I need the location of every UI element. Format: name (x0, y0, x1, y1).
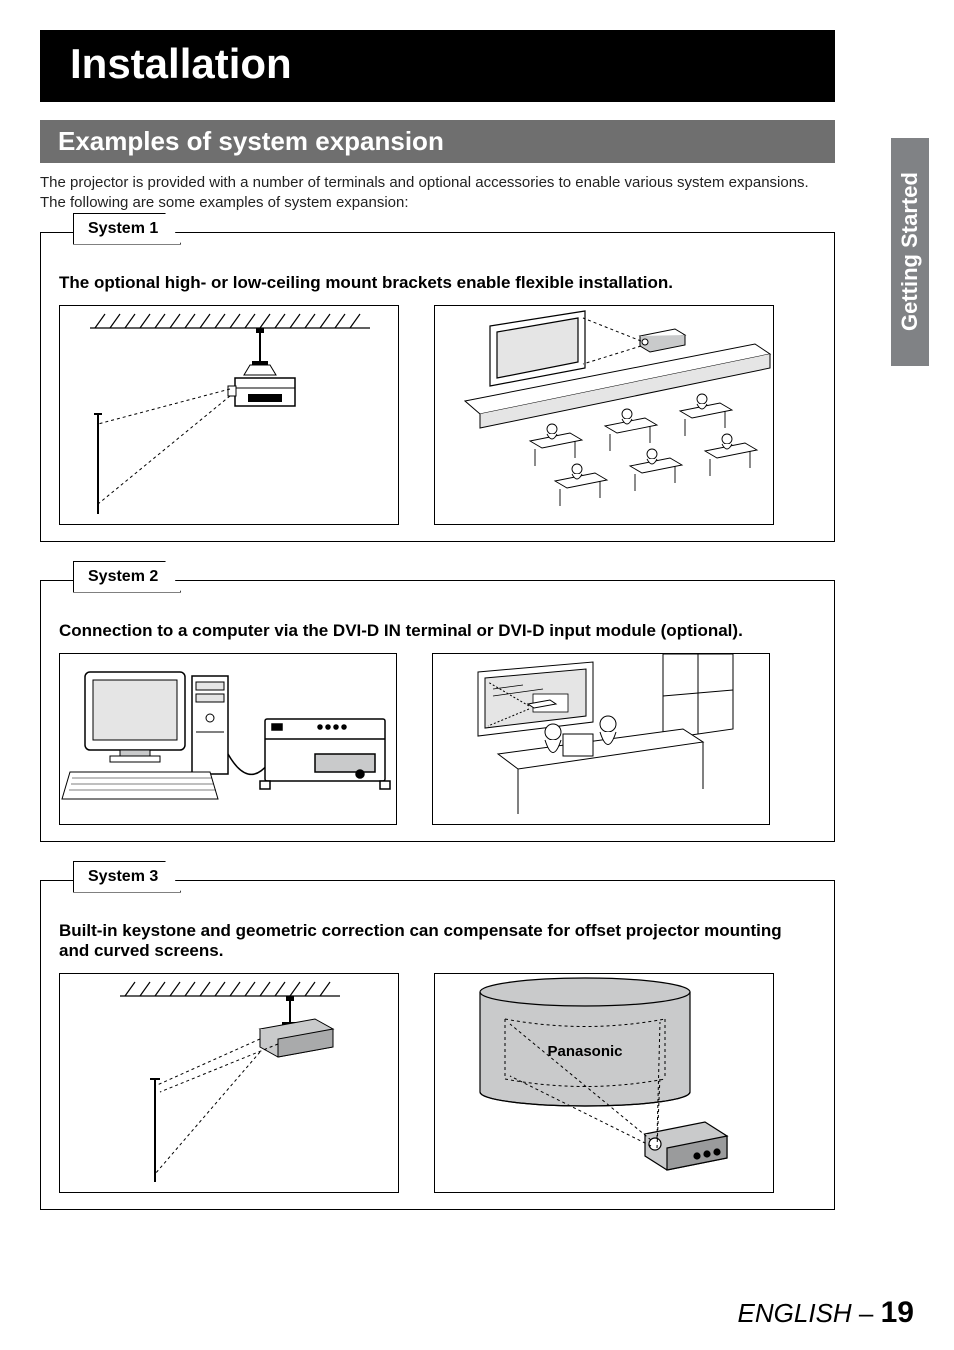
intro-line-2: The following are some examples of syste… (40, 193, 830, 213)
system-2-illustration-left (59, 653, 397, 825)
system-2-illustration-right (432, 653, 770, 825)
system-1-tab: System 1 (73, 213, 181, 245)
page-title: Installation (70, 40, 805, 88)
system-1-box: System 1 The optional high- or low-ceili… (40, 232, 835, 542)
intro-line-1: The projector is provided with a number … (40, 173, 830, 193)
system-1-illustration-left (59, 305, 399, 525)
section-heading: Examples of system expansion (40, 120, 835, 163)
side-tab-getting-started: Getting Started (891, 138, 929, 366)
footer-dash: – (852, 1298, 881, 1328)
intro-text: The projector is provided with a number … (40, 173, 830, 214)
footer-page-number: 19 (881, 1296, 914, 1329)
system-3-illustration-right: Panasonic (434, 973, 774, 1193)
system-1-heading: The optional high- or low-ceiling mount … (59, 273, 816, 293)
system-2-tab: System 2 (73, 561, 181, 593)
footer-language: ENGLISH (738, 1298, 852, 1328)
brand-text: Panasonic (547, 1043, 622, 1060)
system-3-illustration-left (59, 973, 399, 1193)
system-3-box: System 3 Built-in keystone and geometric… (40, 880, 835, 1210)
system-3-tab: System 3 (73, 861, 181, 893)
page-title-bar: Installation (40, 30, 835, 102)
system-1-illustration-right (434, 305, 774, 525)
system-2-heading: Connection to a computer via the DVI-D I… (59, 621, 816, 641)
system-3-heading: Built-in keystone and geometric correcti… (59, 921, 816, 961)
page-footer: ENGLISH – 19 (738, 1296, 914, 1330)
system-2-box: System 2 Connection to a computer via th… (40, 580, 835, 842)
